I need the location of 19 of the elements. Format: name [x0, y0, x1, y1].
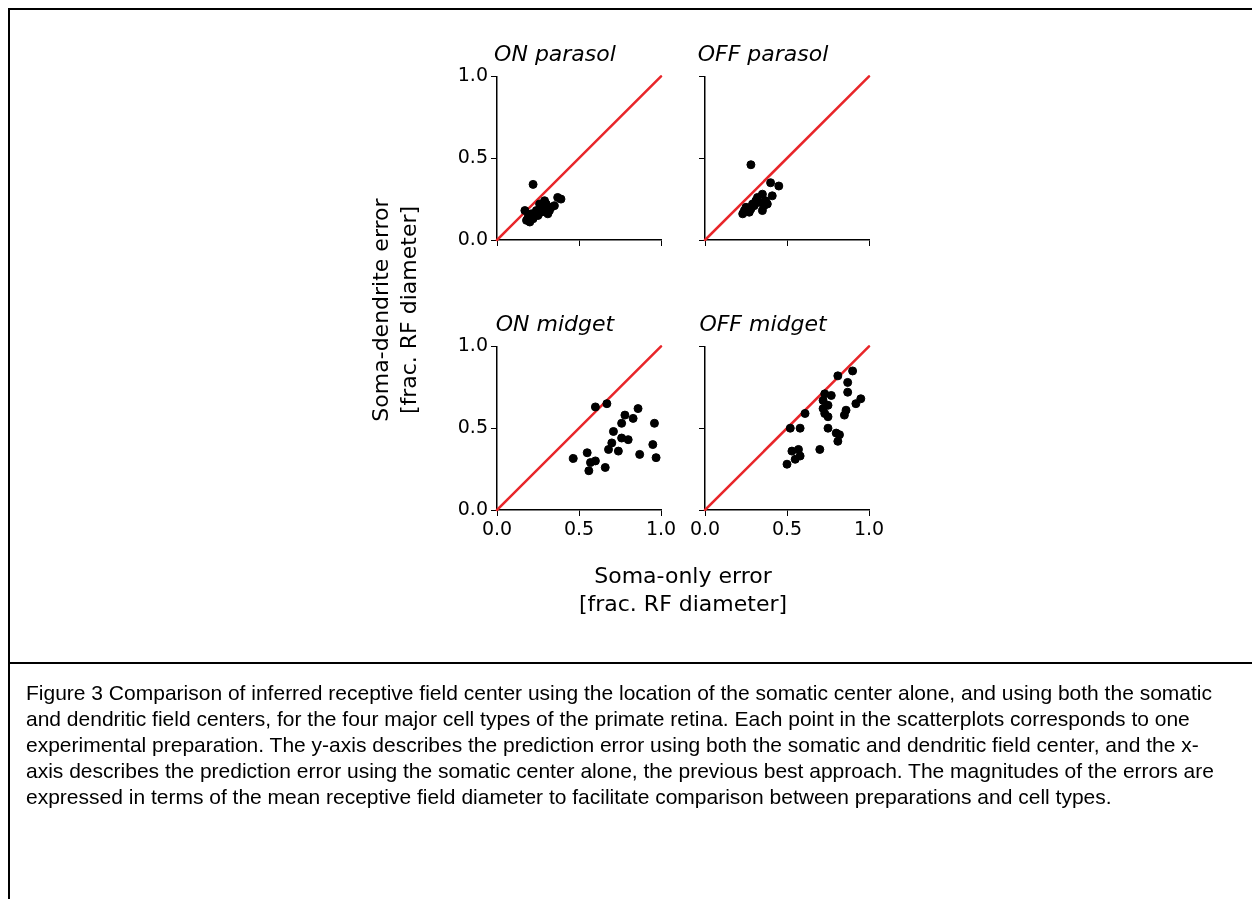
x-tick-label: 0.5: [771, 517, 803, 540]
chart-title: ON parasol: [494, 40, 616, 66]
y-tick-label: 1.0: [457, 333, 488, 356]
x-tick-label: 1.0: [853, 517, 885, 540]
y-tick-label: 0.5: [457, 415, 488, 438]
y-tick-label: 0.5: [457, 145, 488, 168]
chart-title: ON midget: [495, 310, 616, 336]
y-tick-label: 1.0: [457, 63, 488, 86]
x-tick-label: 0.5: [563, 517, 595, 540]
x-tick-label: 0.0: [689, 517, 721, 540]
x-tick-label: 0.0: [481, 517, 513, 540]
y-tick-label: 0.0: [457, 496, 488, 519]
caption: Figure 3 Comparison of inferred receptive field center using the location of the somatic center alone, and using both the somatic and dendritic field centers, for the four major cell types of the primate retina. Each point in the scatterplots corresponds to one experimental preparation. The y-axis describes the prediction error using both the somatic and dendritic field center, and the x-axis describes the prediction error using the somatic center alone, the previous best approach. The magnitudes of the errors are expressed in terms of the mean receptive field diameter to facilitate comparison between preparations and cell types.: [26, 680, 1215, 810]
y-tick-label: 0.0: [457, 226, 488, 249]
chart-title: OFF parasol: [697, 40, 829, 66]
x-tick-label: 1.0: [645, 517, 677, 540]
y-axis-title: Soma-dendrite error [frac. RF diameter]: [367, 198, 422, 422]
x-axis-title: Soma-only error [frac. RF diameter]: [578, 562, 788, 618]
chart-title: OFF midget: [699, 310, 828, 336]
